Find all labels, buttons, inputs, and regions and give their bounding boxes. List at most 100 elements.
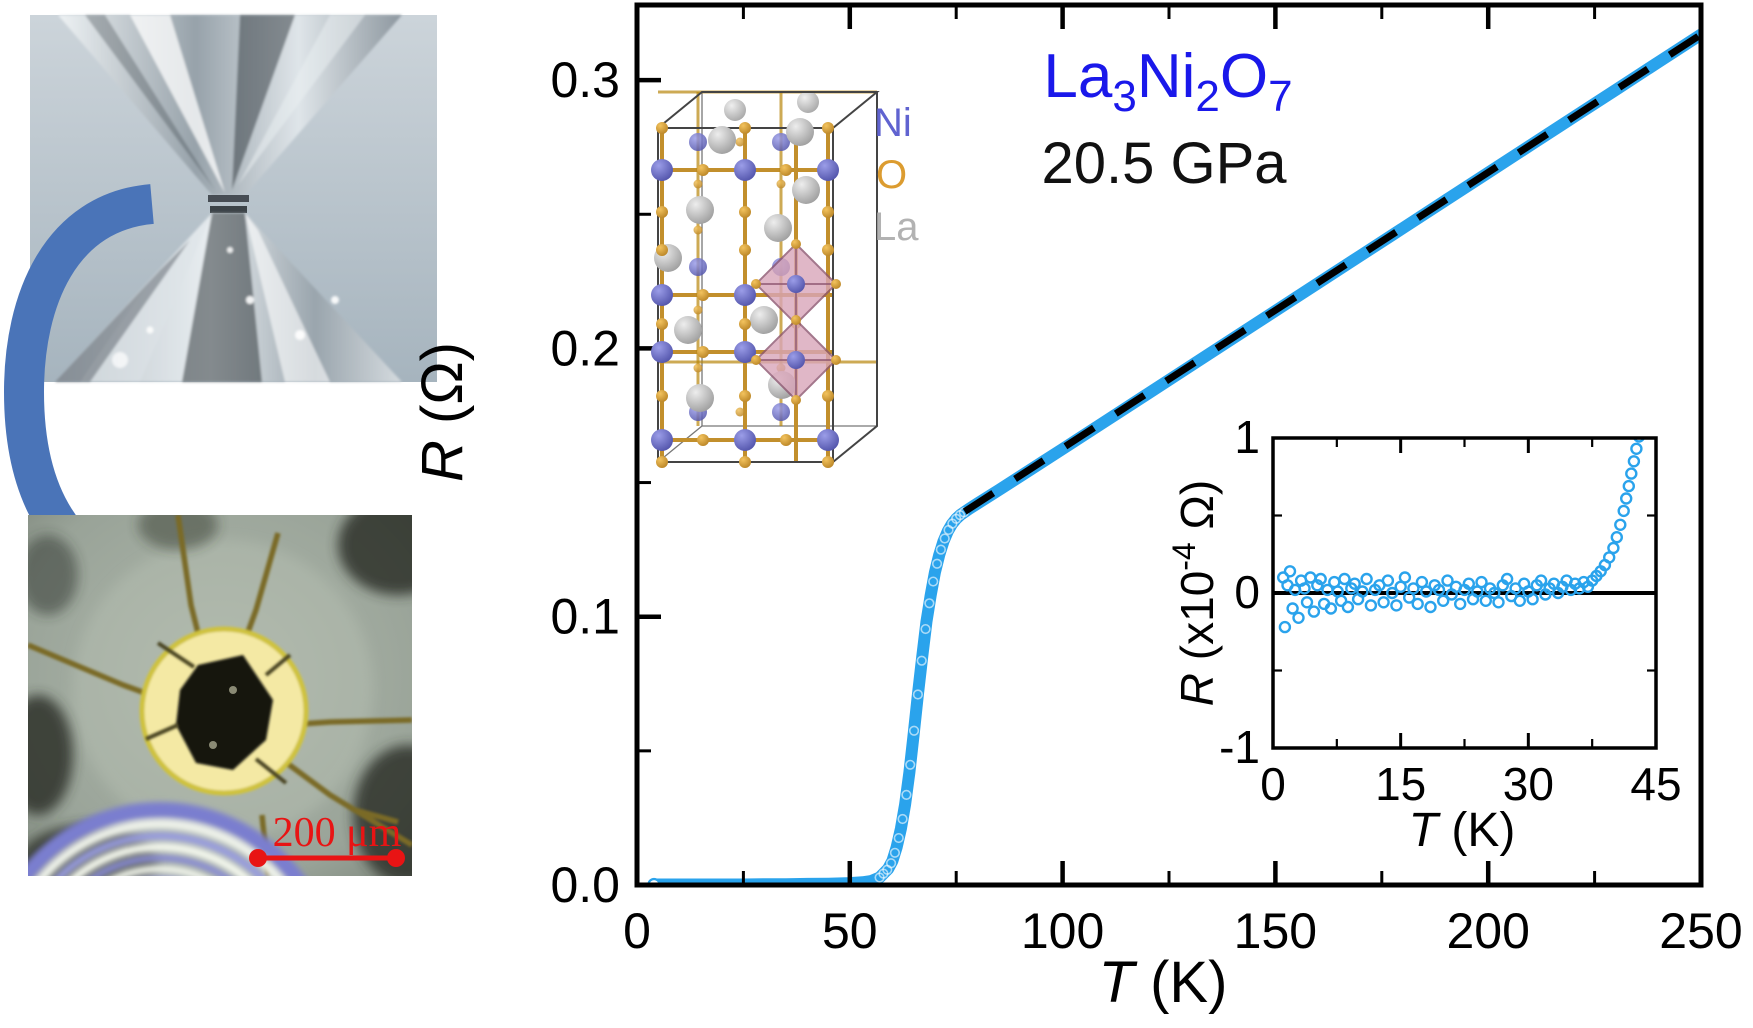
cell-edge	[657, 91, 880, 129]
inset-scatter-point	[1453, 597, 1467, 611]
inset-scatter-point	[1286, 602, 1299, 615]
inset-scatter-point	[1619, 492, 1633, 505]
inset-scatter-point	[1492, 596, 1505, 609]
inset-scatter-point	[1622, 479, 1636, 493]
sample-crystal	[176, 655, 273, 770]
ni-atom	[734, 341, 756, 363]
o-atom	[822, 390, 834, 402]
data-point-marker	[935, 544, 946, 555]
o-atom	[822, 456, 834, 468]
x-tick-label: 200	[1446, 903, 1529, 959]
scalebar-label: 200 μm	[273, 810, 402, 856]
inset-scatter-point	[1307, 605, 1321, 618]
inset-scatter-point	[1610, 531, 1624, 544]
inset-scatter-point	[1607, 541, 1620, 555]
structure-label-ni: Ni	[874, 101, 912, 145]
o-atom	[822, 244, 834, 256]
la-atom-back	[797, 91, 819, 113]
inset-scatter-point	[1364, 599, 1378, 612]
o-atom	[656, 122, 668, 134]
o-atom	[697, 289, 709, 301]
inset-scatter-point	[1432, 583, 1446, 597]
o-atom	[739, 206, 751, 218]
scalebar-endpoint	[249, 849, 267, 867]
o-atom	[739, 244, 751, 256]
cell-edge	[832, 92, 878, 463]
y-tick-label: 0.0	[550, 857, 620, 913]
ni-atom	[734, 284, 756, 306]
y-tick-label: 0	[1234, 566, 1260, 618]
o-atom-octahedron	[751, 355, 761, 365]
o-atom	[822, 122, 834, 134]
ni-atom	[734, 429, 756, 451]
top-diamond-anvil	[58, 15, 402, 195]
data-point-marker	[916, 655, 927, 666]
data-point-marker	[924, 598, 935, 609]
inset-scatter-point	[1292, 611, 1305, 624]
interference-fringes	[28, 802, 305, 876]
la-atom	[686, 196, 714, 224]
inset-scatter-point	[1300, 596, 1314, 609]
y-tick-label: 0.1	[550, 589, 620, 645]
crystal-structure-inset: Ni O La	[651, 90, 919, 468]
o-atom	[656, 206, 668, 218]
y-title-symbol: R	[410, 440, 475, 482]
ni-atom-back	[689, 133, 707, 151]
compound-title: La3Ni2O7	[1043, 42, 1292, 121]
anvil-gap-shadow-2	[210, 206, 247, 213]
data-point-marker	[912, 689, 923, 700]
x-tick-label: 0	[623, 903, 651, 959]
data-point-marker	[920, 623, 931, 635]
inset-scatter-point	[1419, 585, 1433, 598]
inset-x-axis-title: T (K)	[1409, 804, 1516, 857]
ni-atom-octahedron	[787, 351, 805, 369]
o-atom	[697, 434, 709, 446]
inset-scatter-point	[1348, 577, 1361, 590]
anvil-gap-shadow	[208, 195, 249, 202]
la-atom	[792, 176, 820, 204]
o-atom-back	[735, 137, 745, 147]
inset-scatter-point	[1278, 620, 1292, 634]
inset-scatter-point	[1283, 565, 1297, 578]
inset-scatter-point	[1338, 572, 1351, 586]
ni-atom	[651, 284, 673, 306]
x-tick-label: 50	[822, 903, 878, 959]
inset-scatter-point	[1398, 571, 1412, 584]
y-tick-label: -1	[1219, 721, 1260, 773]
o-atom	[697, 346, 709, 358]
inset-data-area	[1273, 438, 1656, 634]
inset-scatter-point	[1311, 579, 1324, 592]
inset-scatter-point	[1436, 594, 1450, 607]
data-point-marker	[893, 832, 904, 844]
la-atom	[750, 306, 778, 334]
inset-y-axis-title: R (x10-4 Ω)	[1166, 480, 1223, 706]
o-atom	[656, 244, 668, 256]
x-tick-label: 250	[1659, 903, 1742, 959]
o-atom	[697, 164, 709, 176]
la-atom	[686, 384, 714, 412]
inset-scatter-point	[1407, 582, 1420, 595]
sample-photo: 200 μm	[28, 515, 412, 876]
scalebar	[249, 849, 405, 867]
o-atom-back	[776, 179, 786, 189]
inset-scatter-point	[1385, 586, 1399, 600]
o-atom	[656, 318, 668, 330]
inset-scatter-point	[1298, 582, 1311, 595]
y-tick-label: 0.3	[550, 52, 620, 108]
ni-atom-octahedron	[787, 275, 805, 293]
o-atom-octahedron	[791, 239, 801, 249]
data-point-marker	[931, 558, 943, 569]
o-atom	[656, 390, 668, 402]
structure-label-o: O	[876, 153, 907, 197]
inset-scatter-point	[1356, 585, 1369, 598]
sample-photo-content	[28, 515, 412, 876]
inset-scatter-point	[1411, 597, 1424, 611]
x-tick-label: 15	[1375, 758, 1426, 810]
sample-contact-leads	[145, 641, 292, 785]
data-point-marker	[885, 858, 897, 869]
o-atom-octahedron	[751, 279, 761, 289]
scalebar-endpoint	[387, 849, 405, 867]
o-atom-octahedron	[791, 395, 801, 405]
x-title-units: (K)	[1134, 950, 1227, 1015]
